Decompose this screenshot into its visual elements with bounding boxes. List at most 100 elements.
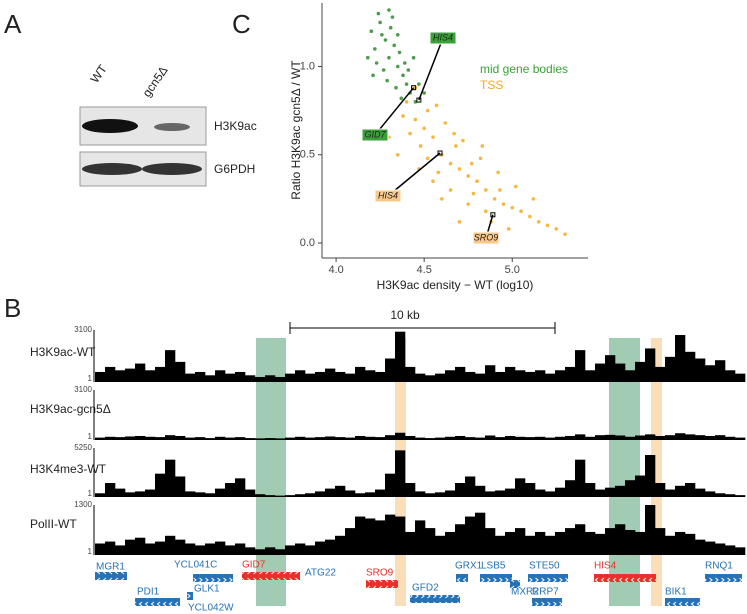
point: [388, 25, 393, 30]
signal-bin: [115, 437, 126, 440]
signal-bin: [365, 518, 376, 555]
point: [519, 209, 523, 214]
point: [413, 100, 418, 104]
region-highlight: [651, 338, 662, 606]
signal-bin: [635, 531, 646, 555]
signal-bin: [665, 435, 676, 440]
signal-bin: [105, 483, 116, 497]
signal-bin: [185, 373, 196, 382]
point: [425, 156, 430, 161]
gene-strand: [95, 572, 127, 580]
point: [395, 32, 400, 37]
signal-bin: [675, 485, 686, 497]
point: [563, 232, 567, 236]
signal-bin: [555, 436, 566, 440]
signal-bin: [245, 489, 256, 497]
point: [469, 161, 474, 166]
signal-bin: [155, 366, 166, 382]
signal-bin: [145, 370, 156, 382]
signal-bin: [695, 488, 706, 497]
signal-bin: [545, 535, 556, 555]
point: [498, 188, 502, 192]
signal-bin: [685, 351, 696, 382]
point: [475, 179, 479, 184]
signal-bin: [515, 436, 526, 440]
signal-bin: [685, 434, 696, 440]
signal-bin: [475, 512, 486, 555]
signal-bin: [285, 373, 296, 382]
signal-bin: [735, 437, 746, 440]
gene-strand: [456, 574, 468, 582]
signal-bin: [685, 533, 696, 555]
annotated-point: [416, 97, 422, 103]
signal-bin: [525, 437, 536, 440]
annotation-label: HIS4: [378, 190, 398, 200]
signal-bin: [675, 433, 686, 440]
signal-bin: [95, 437, 106, 440]
signal-bin: [155, 437, 166, 440]
track-min: 1: [88, 374, 93, 383]
signal-bin: [255, 438, 266, 440]
region-highlight: [256, 338, 286, 606]
signal-bin: [235, 371, 246, 382]
signal-bin: [205, 493, 216, 497]
gene-strand: [135, 598, 180, 606]
gene-strand: [594, 574, 656, 582]
signal-bin: [455, 483, 466, 497]
point: [448, 161, 453, 166]
signal-bin: [565, 480, 576, 497]
signal-bin: [325, 436, 336, 440]
point: [395, 64, 400, 69]
signal-bin: [425, 375, 436, 382]
point: [408, 131, 412, 136]
annotation-leader: [374, 87, 415, 136]
signal-bin: [115, 488, 126, 497]
gene-strand: [410, 595, 460, 603]
legend-entry: mid gene bodies: [480, 62, 568, 76]
signal-bin: [395, 331, 406, 382]
signal-bin: [115, 370, 126, 382]
signal-bin: [725, 370, 736, 382]
gene-label: GRX1: [455, 561, 483, 572]
signal-bin: [455, 366, 466, 382]
annotation-leader: [418, 37, 444, 101]
signal-bin: [565, 528, 576, 555]
signal-bin: [505, 435, 516, 440]
signal-bin: [165, 535, 176, 555]
signal-bin: [155, 473, 166, 497]
point: [554, 227, 559, 231]
gene-strand: [187, 592, 193, 600]
gene-label: ATG22: [305, 568, 336, 579]
signal-bin: [575, 524, 586, 555]
signal-bin: [525, 371, 536, 382]
gene-label: YCL042W: [188, 603, 234, 614]
signal-bin: [525, 483, 536, 497]
signal-bin: [315, 491, 326, 497]
western-blot: WT gcn5Δ H3K9ac G6PDH: [79, 62, 257, 187]
annotation-box: [472, 231, 500, 245]
gene-label: GID7: [242, 560, 266, 571]
signal-bin: [645, 434, 656, 440]
signal-bin: [275, 549, 286, 555]
signal-bin: [215, 541, 226, 555]
signal-bin: [395, 516, 406, 555]
signal-bin: [695, 358, 706, 382]
signal-bin: [455, 524, 466, 555]
point: [454, 144, 458, 148]
point: [480, 144, 485, 148]
signal-bin: [145, 436, 156, 440]
point: [531, 197, 536, 201]
gene-label: GFD2: [412, 583, 439, 594]
lane-label: WT: [88, 62, 111, 86]
point: [383, 38, 388, 42]
point: [443, 121, 448, 125]
signal-bin: [285, 437, 296, 440]
signal-bin: [605, 528, 616, 555]
point: [385, 78, 389, 83]
track-min: 1: [88, 489, 93, 498]
point: [431, 135, 435, 139]
track-min: 1: [88, 547, 93, 556]
signal-bin: [455, 435, 466, 440]
signal-bin: [445, 436, 456, 440]
signal-bin: [415, 373, 426, 382]
